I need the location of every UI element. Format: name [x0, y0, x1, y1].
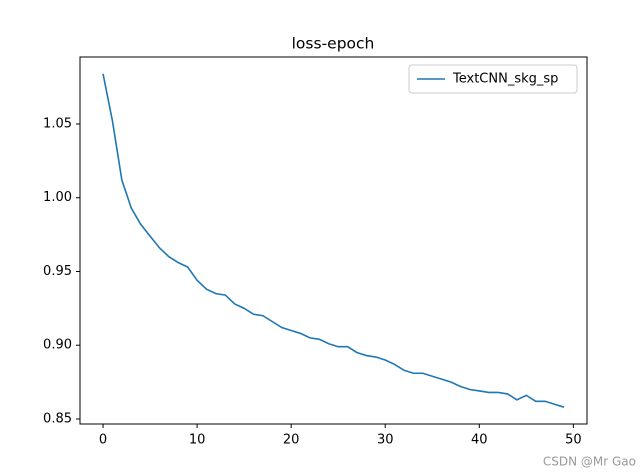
x-tick-label: 50	[565, 433, 582, 448]
x-tick-label: 10	[189, 433, 206, 448]
watermark: CSDN @Mr Gao	[543, 455, 636, 469]
y-tick-label: 1.05	[43, 116, 72, 131]
legend-box	[408, 64, 578, 94]
x-tick-label: 0	[99, 433, 107, 448]
plot-frame	[79, 56, 588, 425]
x-tick-label: 30	[377, 433, 394, 448]
x-tick-label: 20	[283, 433, 300, 448]
line	[102, 73, 565, 408]
y-tick-label: 0.85	[43, 411, 72, 426]
y-tick-label: 0.90	[43, 338, 72, 353]
x-tick-label: 40	[471, 433, 488, 448]
chart-title: loss-epoch	[292, 35, 375, 53]
y-tick-label: 0.95	[43, 264, 72, 279]
y-tick-label: 1.00	[43, 190, 72, 205]
legend-label: TextCNN_skg_sp	[452, 72, 558, 87]
